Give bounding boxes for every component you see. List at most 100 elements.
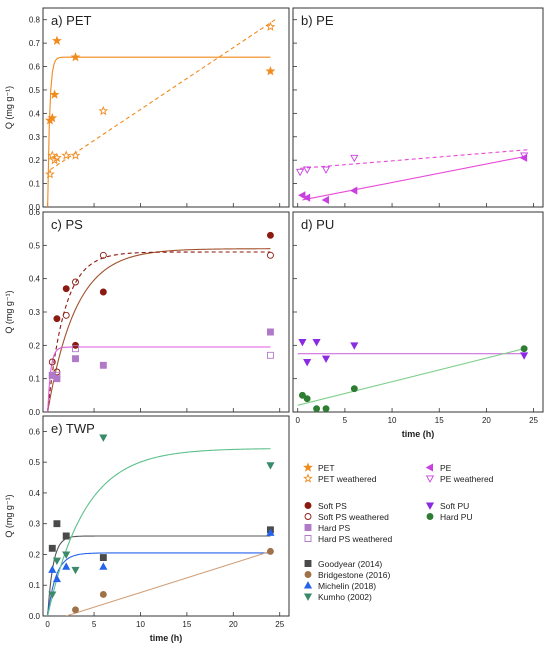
y-tick-label: 0.6	[29, 427, 41, 436]
legend-label: Goodyear (2014)	[318, 558, 383, 569]
data-point	[99, 554, 107, 561]
data-point	[48, 544, 56, 552]
x-tick-label: 15	[182, 620, 191, 629]
plot-frame	[292, 211, 544, 413]
legend-marker	[303, 473, 313, 483]
legend-marker	[425, 475, 435, 483]
legend-marker	[425, 502, 435, 510]
legend-item: PE	[422, 462, 493, 473]
data-point	[303, 395, 311, 403]
y-tick-label: 0.7	[29, 39, 41, 48]
legend-marker-icon	[300, 462, 318, 473]
legend-item: Soft PS	[300, 500, 392, 511]
data-point	[99, 562, 108, 570]
legend-marker-icon	[300, 473, 318, 484]
legend-marker	[304, 513, 312, 520]
data-point	[47, 112, 58, 123]
data-point	[70, 51, 81, 62]
y-tick-label: 0.4	[29, 109, 41, 118]
data-point	[266, 231, 274, 239]
legend-item: Hard PS weathered	[300, 533, 392, 544]
data-point	[61, 150, 72, 160]
y-tick-label: 0.8	[29, 16, 41, 25]
legend-item: Bridgestone (2016)	[300, 569, 390, 580]
y-tick-label: 0.4	[29, 275, 41, 284]
legend-item: Kumho (2002)	[300, 591, 390, 602]
data-point	[52, 557, 61, 565]
panel-label: e) TWP	[51, 421, 95, 436]
data-point	[266, 547, 274, 555]
legend-item: PET	[300, 462, 376, 473]
data-point	[303, 166, 312, 174]
data-point	[52, 35, 62, 45]
data-point	[520, 352, 529, 360]
panel-label: c) PS	[51, 217, 83, 232]
x-axis-label: time (h)	[402, 429, 435, 439]
x-tick-label: 15	[435, 416, 444, 425]
legend-marker-icon	[422, 462, 440, 473]
legend-group: Soft PU Hard PU	[422, 500, 473, 522]
legend-marker	[303, 462, 313, 472]
legend-label: Hard PS weathered	[318, 533, 393, 544]
fit-line	[300, 149, 529, 169]
legend-label: Hard PU	[440, 511, 473, 522]
x-tick-label: 0	[45, 620, 50, 629]
data-point	[52, 574, 61, 583]
data-point	[296, 168, 305, 177]
panel-c: 0.0 0.1 0.2 0.3 0.4 0.5 0.6 c) PS Q (mg g⁻¹)	[4, 208, 290, 417]
data-point	[62, 311, 70, 319]
fit-line	[66, 550, 271, 616]
legend-marker	[304, 571, 312, 578]
data-point	[62, 285, 70, 293]
data-point	[350, 154, 359, 163]
data-point	[266, 328, 274, 336]
plot-frame	[42, 7, 290, 208]
legend-label: Soft PU	[440, 500, 470, 511]
fit-line	[47, 448, 271, 616]
data-point	[99, 288, 107, 296]
panel-b: b) PE	[292, 7, 544, 208]
data-point	[266, 251, 274, 259]
legend-group: Soft PS Soft PS weathered Hard PS Hard PS w…	[300, 500, 392, 544]
legend-marker-icon	[300, 591, 318, 602]
fit-line	[302, 156, 525, 201]
data-point	[72, 278, 79, 286]
data-point	[62, 532, 70, 540]
legend-marker-icon	[300, 500, 318, 511]
data-point	[53, 315, 61, 323]
fit-line	[297, 348, 525, 406]
data-point	[312, 339, 321, 347]
y-tick-label: 0.0	[29, 612, 41, 621]
legend-label: Hard PS	[318, 522, 351, 533]
y-tick-label: 0.5	[29, 86, 41, 95]
y-tick-label: 0.2	[29, 550, 41, 559]
data-point	[48, 358, 56, 366]
legend-item: Hard PS	[300, 522, 392, 533]
data-point	[298, 191, 306, 200]
y-tick-label: 0.1	[29, 180, 41, 189]
fit-line	[47, 552, 271, 616]
data-point	[322, 405, 330, 413]
y-axis-label: Q (mg g⁻¹)	[4, 290, 14, 333]
y-tick-label: 0.3	[29, 133, 41, 142]
y-tick-label: 0.0	[29, 408, 41, 417]
x-tick-label: 0	[295, 416, 300, 425]
legend-marker-icon	[300, 580, 318, 591]
y-tick-label: 0.5	[29, 458, 41, 467]
plot-frame	[292, 7, 544, 208]
legend-marker	[304, 535, 312, 542]
legend-item: Hard PU	[422, 511, 473, 522]
data-point	[313, 405, 321, 413]
data-point	[45, 169, 55, 179]
y-tick-label: 0.5	[29, 241, 41, 250]
panel-a: 0.0 0.1 0.2 0.3 0.4 0.5 0.6 0.7 0.8 a) PET Q (mg g…	[4, 7, 290, 212]
y-tick-label: 0.6	[29, 63, 41, 72]
data-point	[72, 355, 79, 363]
y-tick-label: 0.1	[29, 581, 41, 590]
x-tick-label: 5	[343, 416, 348, 425]
data-point	[47, 150, 58, 160]
legend-label: PET weathered	[318, 473, 377, 484]
panel-label: a) PET	[51, 13, 92, 28]
legend-label: Michelin (2018)	[318, 580, 377, 591]
